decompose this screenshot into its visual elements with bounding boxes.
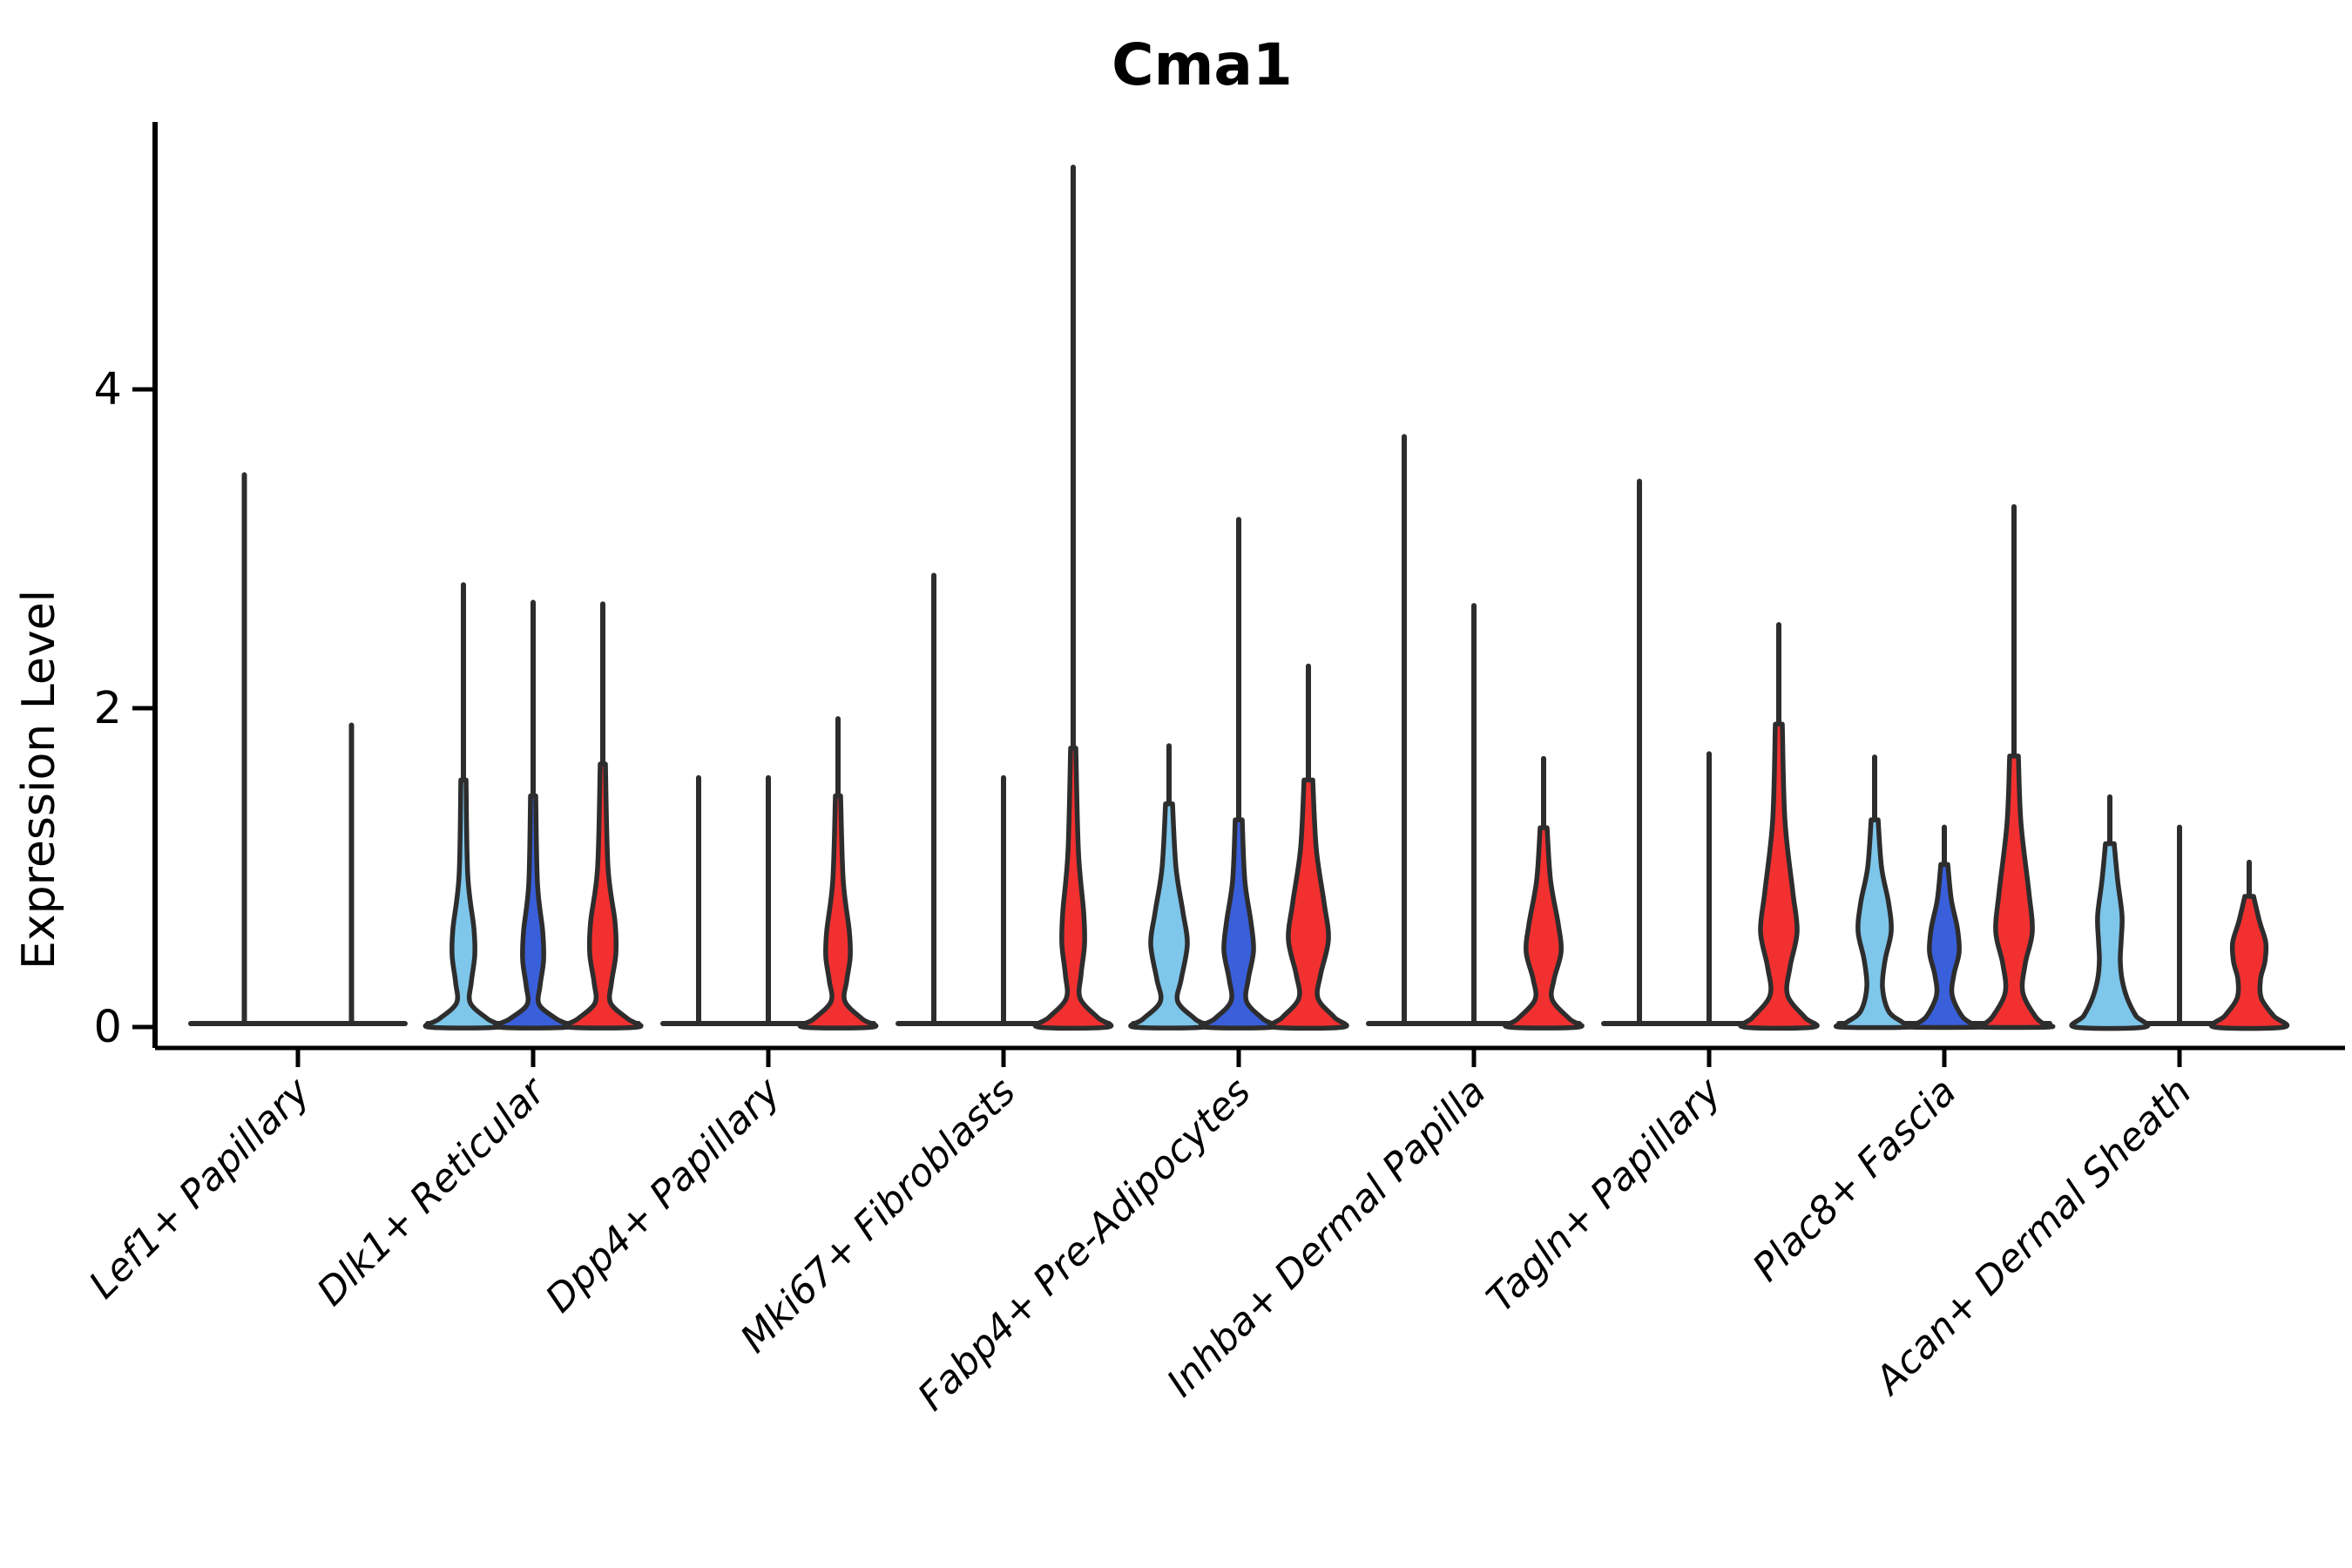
- y-tick-label: 2: [94, 683, 122, 734]
- violin-body: [797, 793, 879, 1031]
- violin-body: [422, 777, 504, 1031]
- x-axis-label: Dpp4+ Papillary: [537, 1069, 790, 1321]
- violin-body: [1198, 817, 1280, 1031]
- chart-title: Cma1: [1112, 31, 1293, 98]
- violin-body: [1032, 746, 1114, 1031]
- violin-body: [1128, 801, 1210, 1031]
- y-tick-label: 4: [94, 364, 122, 416]
- violin-body: [1738, 721, 1820, 1031]
- violin-body: [1503, 825, 1585, 1031]
- x-axis-label: Tagln+ Papillary: [1478, 1069, 1730, 1321]
- violin-body: [2069, 841, 2151, 1031]
- violin-body: [1833, 817, 1916, 1031]
- violin-body: [1903, 862, 1986, 1031]
- violin-body: [562, 761, 644, 1031]
- violin-body: [1267, 777, 1349, 1031]
- y-axis-label: Expression Level: [13, 590, 65, 970]
- x-axis-label: Plac8+ Fascia: [1744, 1070, 1964, 1290]
- y-tick-label: 0: [94, 1002, 122, 1053]
- violin-body: [492, 793, 574, 1031]
- violin-body: [2208, 894, 2290, 1031]
- x-axis-label: Dlk1+ Reticular: [308, 1068, 555, 1315]
- x-axis-label: Lef1+ Papillary: [81, 1069, 320, 1308]
- violin-body: [1972, 754, 2056, 1031]
